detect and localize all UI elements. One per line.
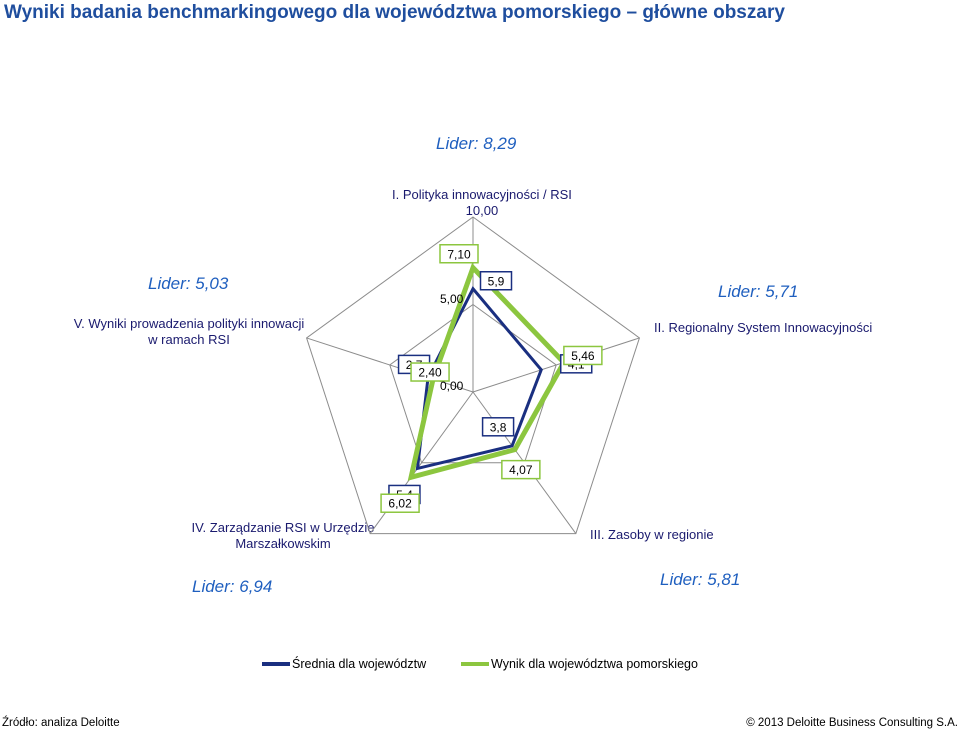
legend-label-average: Średnia dla województw — [292, 657, 427, 671]
grid-spoke-2 — [472, 337, 640, 393]
axis-label-4-line-2: Marszałkowskim — [235, 536, 331, 551]
axis-label-3: III. Zasoby w regionie — [590, 527, 714, 543]
legend-swatch-average — [262, 662, 290, 666]
axis-label-3-line-1: III. Zasoby w regionie — [590, 527, 714, 542]
value-box-s2-a3 — [501, 459, 541, 480]
value-label-s2-a1: 7,10 — [447, 247, 471, 261]
scale-min-label: 0,00 — [440, 379, 464, 393]
value-box-s2-a2 — [563, 345, 603, 366]
page-title: Wyniki badania benchmarkingowego dla woj… — [4, 2, 785, 23]
grid-spoke-5 — [306, 337, 474, 393]
legend-label-pomorskie: Wynik dla województwa pomorskiego — [491, 657, 698, 671]
value-box-s2-a4 — [380, 493, 420, 513]
leader-axis-5: Lider: 5,03 — [148, 274, 229, 293]
axis-label-1: I. Polityka innowacyjności / RSI 10,00 — [392, 187, 572, 219]
axis-label-4: IV. Zarządzanie RSI w Urzędzie Marszałko… — [188, 520, 378, 552]
value-box-s1-a3 — [481, 417, 515, 437]
leader-axis-2: Lider: 5,71 — [718, 282, 799, 301]
legend-item-pomorskie: Wynik dla województwa pomorskiego — [461, 657, 698, 671]
legend-item-average: Średnia dla województw — [262, 657, 426, 671]
axis-label-5-line-2: w ramach RSI — [148, 332, 230, 347]
copyright-note: © 2013 Deloitte Business Consulting S.A. — [746, 717, 958, 729]
value-label-s1-a1: 5,9 — [488, 274, 505, 288]
axis-label-4-line-1: IV. Zarządzanie RSI w Urzędzie — [191, 520, 375, 535]
value-label-s2-a3: 4,07 — [509, 463, 533, 477]
leader-axis-3: Lider: 5,81 — [660, 570, 741, 589]
value-box-s1-a1 — [479, 271, 513, 291]
legend-swatch-pomorskie — [461, 662, 489, 666]
value-label-s2-a2: 5,46 — [571, 349, 595, 363]
axis-label-5-line-1: V. Wyniki prowadzenia polityki innowacji — [73, 316, 305, 331]
series-line-2 — [407, 263, 567, 481]
value-label-s2-a5: 2,40 — [418, 366, 442, 380]
value-box-s2-a1 — [439, 244, 479, 264]
grid-ring-2 — [305, 216, 641, 535]
axis-label-2-line-1: II. Regionalny System Innowacyjności — [654, 320, 873, 335]
leader-axis-1: Lider: 8,29 — [436, 134, 517, 153]
scale-max-label: 10,00 — [465, 203, 499, 218]
axis-label-1-line-1: I. Polityka innowacyjności / RSI — [392, 187, 572, 202]
value-box-s2-a5 — [410, 362, 450, 382]
scale-mid-label: 5,00 — [440, 292, 464, 306]
axis-label-2: II. Regionalny System Innowacyjności — [654, 320, 872, 336]
value-label-s2-a4: 6,02 — [388, 497, 412, 511]
radar-value-labels: 5,94,13,85,42,77,105,464,076,022,40 — [380, 244, 603, 513]
value-label-s1-a3: 3,8 — [490, 420, 507, 434]
leader-axis-4: Lider: 6,94 — [192, 577, 273, 596]
axis-label-5: V. Wyniki prowadzenia polityki innowacji… — [64, 316, 314, 348]
source-note: Źródło: analiza Deloitte — [2, 717, 120, 729]
